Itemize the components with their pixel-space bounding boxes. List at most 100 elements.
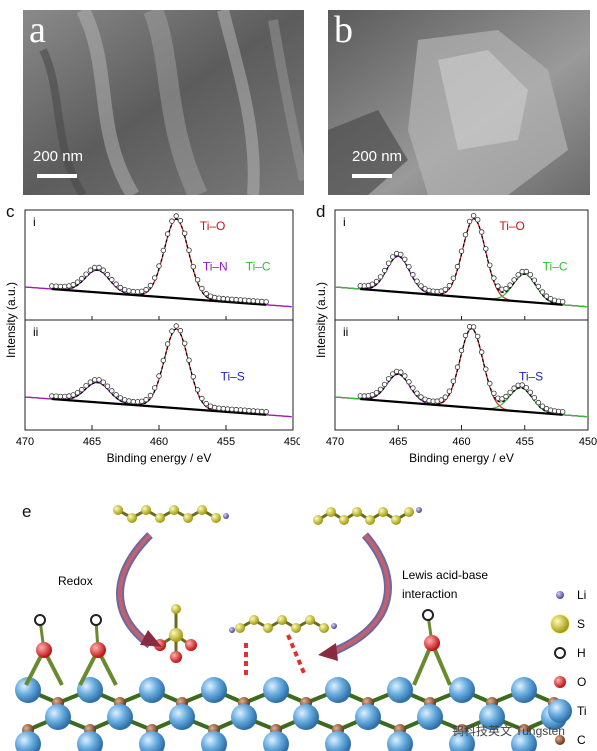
data-point: [224, 296, 231, 302]
data-point: [156, 373, 162, 379]
s-atom: [339, 515, 349, 525]
ti-atom: [201, 731, 227, 751]
data-point: [507, 389, 513, 396]
scale-label-a: 200 nm: [33, 148, 84, 165]
peak-annotation: Ti–O: [499, 219, 525, 233]
data-point: [495, 283, 501, 289]
data-point: [560, 409, 566, 415]
data-point: [177, 217, 184, 224]
data-point: [246, 297, 252, 304]
data-point: [389, 254, 396, 260]
s-atom: [127, 513, 137, 523]
s-atom: [277, 615, 287, 625]
sem-texture-a: [23, 10, 304, 195]
x-tick-label: 470: [326, 436, 344, 448]
data-point: [233, 406, 239, 413]
x-tick-label: 460: [452, 436, 470, 448]
s-atom: [211, 513, 221, 523]
x-tick-label: 455: [217, 436, 235, 448]
x-tick-label: 465: [83, 436, 101, 448]
data-point: [519, 382, 525, 388]
legend-swatch: [556, 591, 564, 599]
s-atom: [169, 505, 179, 515]
ti-atom: [417, 704, 443, 730]
data-point: [100, 379, 106, 385]
ti-atom: [107, 704, 133, 730]
ti-atom: [139, 677, 165, 703]
y-axis-label: Intensity (a.u.): [314, 282, 328, 358]
data-point: [83, 382, 89, 389]
lewis-arrow: [318, 532, 392, 661]
data-point: [254, 298, 261, 304]
data-point: [61, 393, 68, 400]
data-point: [535, 283, 542, 290]
x-tick-label: 455: [516, 436, 534, 448]
s-atom: [404, 507, 414, 517]
o-atom: [170, 651, 182, 663]
data-point: [385, 376, 392, 382]
x-tick-label: 450: [579, 436, 597, 448]
data-point: [499, 396, 505, 402]
subplot-label: ii: [343, 325, 348, 339]
data-point: [254, 408, 261, 414]
ti-atom: [387, 677, 413, 703]
data-point: [160, 357, 166, 364]
ti-atom: [355, 704, 381, 730]
data-point: [462, 332, 469, 339]
data-point: [543, 293, 550, 299]
legend-label: O: [577, 675, 586, 689]
xps-chart-c: 470 465 460 455 450 Binding energy / eV Intens…: [4, 209, 300, 465]
peak-annotation: Ti–C: [246, 260, 271, 274]
data-point: [220, 405, 226, 412]
data-point: [402, 373, 408, 379]
data-point: [523, 384, 529, 391]
ti-atom: [201, 677, 227, 703]
fit-envelope: [51, 328, 265, 416]
data-point: [446, 282, 453, 289]
x-tick-label: 450: [284, 436, 300, 448]
ti-atom: [387, 731, 413, 751]
legend-label: S: [577, 617, 585, 631]
legend-label: Ti: [577, 704, 587, 718]
data-point: [470, 212, 477, 219]
ti-atom: [325, 731, 351, 751]
data-point: [503, 285, 509, 292]
data-point: [151, 385, 158, 391]
s-atom: [171, 604, 181, 614]
data-point: [259, 408, 265, 415]
data-point: [418, 394, 424, 400]
data-point: [117, 395, 124, 401]
ti-atom: [15, 677, 41, 703]
data-point: [74, 390, 81, 396]
data-point: [442, 286, 448, 293]
ti3c2-lattice: [15, 609, 567, 751]
panel-label-c: c: [6, 202, 15, 221]
data-point: [169, 328, 175, 334]
lewis-label-line2: interaction: [402, 587, 457, 601]
data-point: [491, 275, 497, 281]
data-point: [511, 385, 517, 391]
sem-label-b: b: [334, 10, 353, 51]
data-point: [406, 379, 412, 385]
data-point: [104, 271, 111, 278]
sem-image-b: b 200 nm: [328, 10, 590, 195]
x-tick-label: 460: [150, 436, 168, 448]
data-point: [203, 290, 209, 297]
data-point: [70, 392, 76, 398]
scale-label-b: 200 nm: [352, 148, 403, 165]
sem-image-a: a 200 nm: [23, 10, 304, 195]
ti-atom: [77, 677, 103, 703]
data-point: [121, 397, 128, 403]
data-point: [70, 281, 76, 288]
o-atom: [424, 635, 440, 651]
ti-atom: [45, 704, 71, 730]
ti-atom: [77, 731, 103, 751]
data-point: [446, 388, 453, 394]
data-point: [199, 395, 205, 402]
data-point: [385, 260, 392, 266]
data-point: [539, 289, 546, 295]
s-atom: [378, 507, 388, 517]
data-point: [190, 263, 196, 270]
data-point: [483, 366, 489, 372]
data-point: [237, 407, 244, 413]
